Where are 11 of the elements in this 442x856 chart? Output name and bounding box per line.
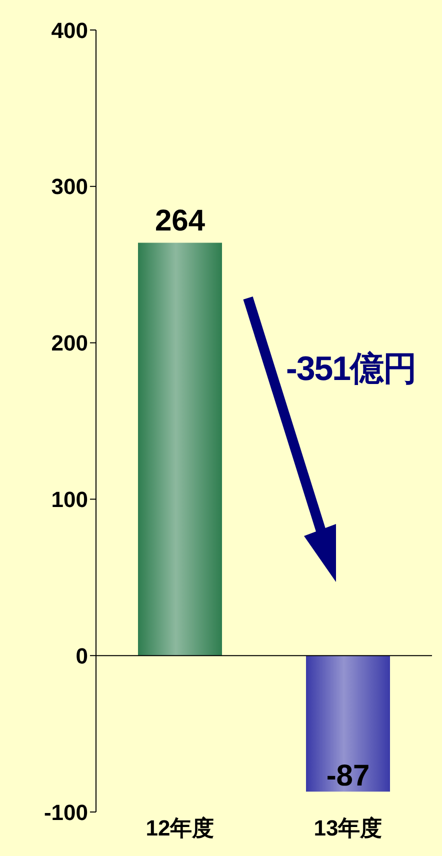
y-tick-label: -100 xyxy=(44,800,88,825)
annotation: -351億円 xyxy=(286,349,416,390)
x-tick-label: 12年度 xyxy=(146,816,214,841)
y-tick-label: 100 xyxy=(51,487,88,512)
x-tick-label: 13年度 xyxy=(314,816,382,841)
y-tick-label: 200 xyxy=(51,330,88,356)
y-tick-label: 400 xyxy=(51,18,88,43)
data-label: -87 xyxy=(326,760,370,793)
y-tick-label: 0 xyxy=(76,643,88,668)
data-label: 264 xyxy=(154,204,206,238)
y-tick-label: 300 xyxy=(51,174,88,200)
